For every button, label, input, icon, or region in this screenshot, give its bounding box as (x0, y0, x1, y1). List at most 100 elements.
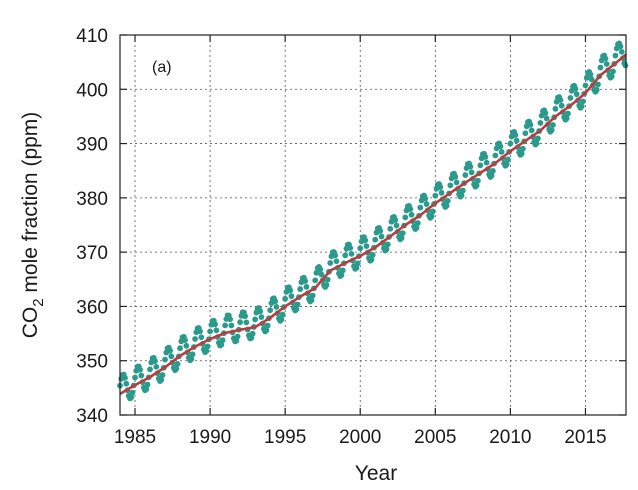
monthly-point (595, 81, 601, 88)
monthly-point (610, 68, 616, 75)
monthly-point (377, 228, 384, 234)
monthly-point (183, 342, 190, 349)
monthly-point (122, 374, 128, 381)
monthly-point (197, 328, 203, 335)
monthly-point (237, 319, 244, 326)
monthly-point (313, 269, 320, 276)
monthly-point (398, 235, 405, 241)
monthly-point (137, 366, 143, 373)
monthly-point (543, 115, 550, 122)
monthly-point (257, 308, 264, 315)
monthly-point (207, 328, 213, 335)
monthly-point (474, 177, 481, 184)
monthly-point (384, 241, 391, 248)
monthly-point (573, 91, 580, 98)
monthly-point (550, 122, 556, 128)
monthly-point (423, 201, 430, 207)
monthly-point (167, 347, 173, 354)
monthly-point (332, 252, 339, 259)
monthly-point (558, 102, 565, 109)
monthly-point (318, 271, 325, 278)
monthly-point (213, 327, 220, 334)
monthly-point (399, 230, 406, 236)
monthly-point (227, 316, 234, 323)
y-tick-labels: 340 350 360 370 380 390 400 410 (76, 26, 108, 427)
monthly-point (293, 306, 300, 313)
monthly-point (587, 71, 594, 78)
monthly-point (522, 130, 529, 137)
monthly-point (503, 161, 510, 168)
monthly-point (243, 319, 250, 326)
monthly-point (417, 204, 424, 211)
monthly-point (443, 202, 450, 209)
monthly-point (173, 365, 180, 372)
monthly-point (333, 258, 340, 265)
monthly-point (458, 192, 465, 199)
monthly-point (533, 140, 540, 147)
grid (120, 34, 626, 416)
monthly-point (132, 374, 138, 381)
x-tick-label: 2010 (489, 427, 531, 448)
monthly-point (192, 336, 198, 342)
monthly-point (168, 353, 175, 360)
monthly-point (338, 272, 345, 278)
monthly-point (520, 145, 526, 152)
monthly-point (383, 246, 390, 253)
monthly-point (353, 264, 360, 271)
monthly-point (578, 103, 585, 110)
monthly-point (198, 334, 205, 341)
monthly-point (279, 311, 286, 318)
monthly-point (513, 137, 520, 144)
monthly-point (203, 348, 210, 354)
monthly-point (153, 363, 160, 370)
monthly-point (497, 143, 504, 150)
y-tick-label: 350 (76, 352, 108, 373)
monthly-point (438, 189, 445, 196)
monthly-point (528, 127, 535, 134)
monthly-point (302, 278, 309, 284)
monthly-point (177, 345, 183, 352)
monthly-point (583, 74, 590, 81)
monthly-point (273, 303, 280, 310)
monthly-point (362, 237, 369, 244)
monthly-point (548, 127, 555, 134)
x-tick-label: 1995 (264, 427, 306, 448)
monthly-point (393, 222, 400, 229)
y-tick-label: 410 (76, 26, 108, 47)
monthly-point (174, 361, 181, 367)
monthly-point (317, 266, 324, 273)
monthly-point (267, 307, 274, 314)
monthly-point (368, 256, 375, 263)
monthly-point (162, 356, 168, 363)
trend-line (119, 53, 627, 395)
monthly-point (288, 293, 295, 300)
monthly-point (580, 98, 586, 105)
monthly-point (477, 162, 484, 169)
monthly-point (312, 277, 319, 284)
y-tick-label: 340 (76, 406, 108, 427)
monthly-point (182, 337, 188, 343)
monthly-point (264, 322, 271, 329)
monthly-point (483, 159, 490, 166)
x-axis-title: Year (355, 462, 397, 485)
monthly-point (143, 386, 150, 393)
monthly-point (444, 197, 451, 204)
monthly-point (144, 381, 151, 388)
monthly-point (282, 295, 289, 302)
x-tick-label: 2015 (564, 427, 606, 448)
monthly-point (467, 163, 474, 170)
plot-frame (119, 34, 627, 416)
monthly-point (507, 140, 514, 147)
monthly-point (278, 316, 285, 323)
monthly-point (489, 168, 496, 174)
monthly-point (452, 173, 459, 180)
monthly-point (308, 297, 315, 304)
monthly-point (557, 97, 564, 104)
monthly-point (228, 322, 235, 329)
monthly-point (347, 245, 354, 251)
monthly-point (407, 206, 414, 212)
monthly-point (432, 192, 439, 199)
monthly-point (272, 298, 279, 305)
monthly-point (354, 260, 361, 267)
monthly-point (422, 195, 429, 202)
